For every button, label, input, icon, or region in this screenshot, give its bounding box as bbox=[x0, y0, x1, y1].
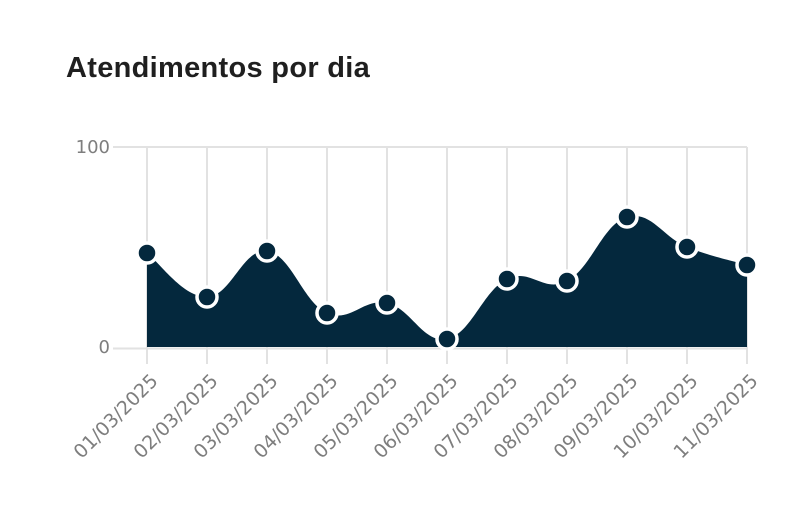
data-point-marker[interactable] bbox=[195, 285, 219, 309]
y-axis-labels: 0 100 bbox=[76, 137, 110, 358]
chart-area-fill bbox=[147, 215, 747, 347]
chart-title: Atendimentos por dia bbox=[66, 52, 371, 84]
x-axis-labels: 01/03/202502/03/202503/03/202504/03/2025… bbox=[70, 370, 763, 463]
y-tick-label: 0 bbox=[99, 337, 110, 358]
data-point-marker[interactable] bbox=[375, 291, 399, 315]
data-point-marker[interactable] bbox=[315, 301, 339, 325]
y-tick-label: 100 bbox=[76, 137, 110, 158]
data-point-marker[interactable] bbox=[615, 205, 639, 229]
marker-layer bbox=[135, 205, 759, 351]
data-point-marker[interactable] bbox=[495, 267, 519, 291]
area-layer bbox=[147, 215, 747, 347]
data-point-marker[interactable] bbox=[135, 241, 159, 265]
data-point-marker[interactable] bbox=[735, 253, 759, 277]
data-point-marker[interactable] bbox=[555, 269, 579, 293]
data-point-marker[interactable] bbox=[435, 327, 459, 351]
data-point-marker[interactable] bbox=[675, 235, 699, 259]
data-point-marker[interactable] bbox=[255, 239, 279, 263]
